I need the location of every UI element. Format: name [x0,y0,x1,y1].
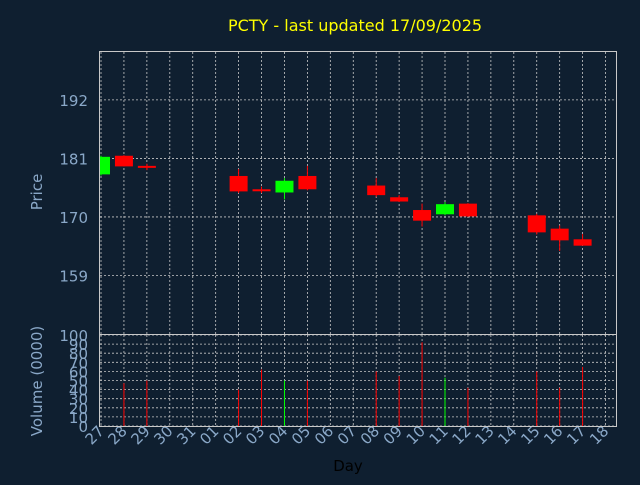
candle-body [550,228,569,241]
chart-title: PCTY - last updated 17/09/2025 [228,16,482,35]
volume-y-tick-label: 10 [69,409,88,427]
volume-y-tick-label: 40 [69,382,88,400]
candle-body [573,239,592,246]
volume-y-tick-label: 70 [69,354,88,372]
volume-bars [123,342,584,426]
candle-body [114,155,133,167]
candle-body [527,215,546,233]
candle-body [252,189,271,192]
candle-body [275,180,294,193]
volume-grid [100,334,616,427]
x-axis-label: Day [333,457,363,475]
volume-y-tick-label: 0 [78,418,88,436]
candle-body [436,204,454,215]
candle-body [100,156,110,175]
price-y-tick-label: 192 [59,92,88,110]
candle-body [298,175,317,190]
candles [100,155,592,251]
candle-body [390,197,409,202]
volume-y-tick-label: 100 [59,327,88,345]
price-y-tick-label: 170 [59,209,88,227]
volume-axis-label: Volume (0000) [28,326,46,436]
candle-body [413,210,432,221]
volume-panel-frame [99,334,617,427]
candle-body [137,165,156,168]
price-y-tick-label: 181 [59,150,88,168]
volume-y-tick-label: 50 [69,373,88,391]
volume-y-tick-label: 80 [69,345,88,363]
candle-body [458,203,477,217]
volume-y-tick-label: 90 [69,336,88,354]
volume-y-tick-label: 30 [69,391,88,409]
price-panel-frame [99,51,617,335]
price-y-tick-label: 159 [59,267,88,285]
price-axis-label: Price [28,174,46,211]
candle-body [229,175,248,192]
price-y-tick-labels: 159 170 181 192 [59,92,88,286]
price-grid [100,52,616,334]
volume-y-tick-label: 60 [69,363,88,381]
candle-body [367,185,386,196]
volume-y-tick-label: 20 [69,400,88,418]
